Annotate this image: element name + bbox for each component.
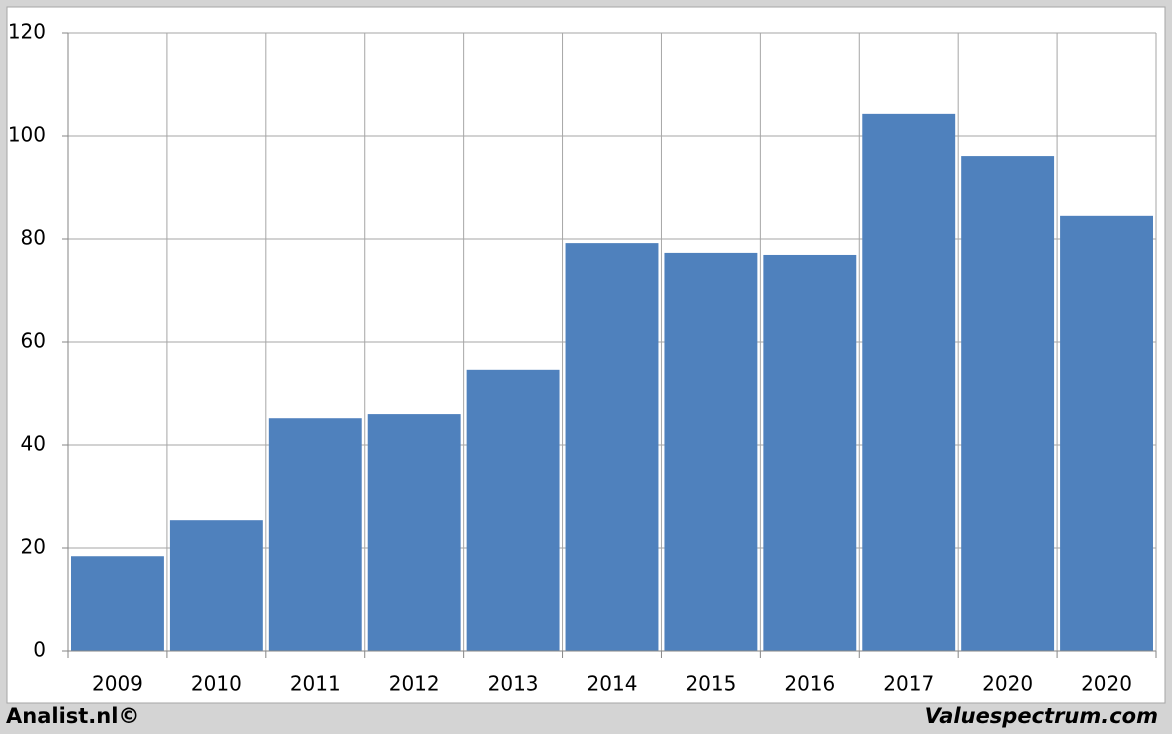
x-tick-label: 2017 (883, 672, 934, 696)
x-tick-label: 2010 (191, 672, 242, 696)
bar (763, 254, 857, 651)
y-tick-label: 20 (21, 535, 46, 559)
x-tick-label: 2012 (389, 672, 440, 696)
y-tick-label: 80 (21, 226, 46, 250)
footer-right: Valuespectrum.com (925, 704, 1158, 728)
bar (71, 556, 164, 651)
y-tick-label: 120 (8, 20, 46, 44)
x-tick-label: 2020 (1081, 672, 1132, 696)
y-tick-label: 0 (33, 638, 46, 662)
x-tick-label: 2011 (290, 672, 341, 696)
x-tick-label: 2013 (488, 672, 539, 696)
x-tick-label: 2015 (685, 672, 736, 696)
bar (1060, 215, 1153, 651)
bar (664, 252, 758, 651)
x-tick-label: 2020 (982, 672, 1033, 696)
bar (466, 369, 560, 651)
bar (961, 156, 1055, 651)
y-tick-label: 60 (21, 329, 46, 353)
x-tick-label: 2014 (587, 672, 638, 696)
bar (169, 520, 263, 651)
x-tick-label: 2016 (784, 672, 835, 696)
x-tick-label: 2009 (92, 672, 143, 696)
y-tick-label: 40 (21, 432, 46, 456)
y-tick-label: 100 (8, 123, 46, 147)
bar (862, 113, 956, 652)
bar (565, 243, 659, 651)
footer-left: Analist.nl© (6, 704, 139, 728)
bar (367, 414, 461, 651)
bar (268, 418, 362, 651)
